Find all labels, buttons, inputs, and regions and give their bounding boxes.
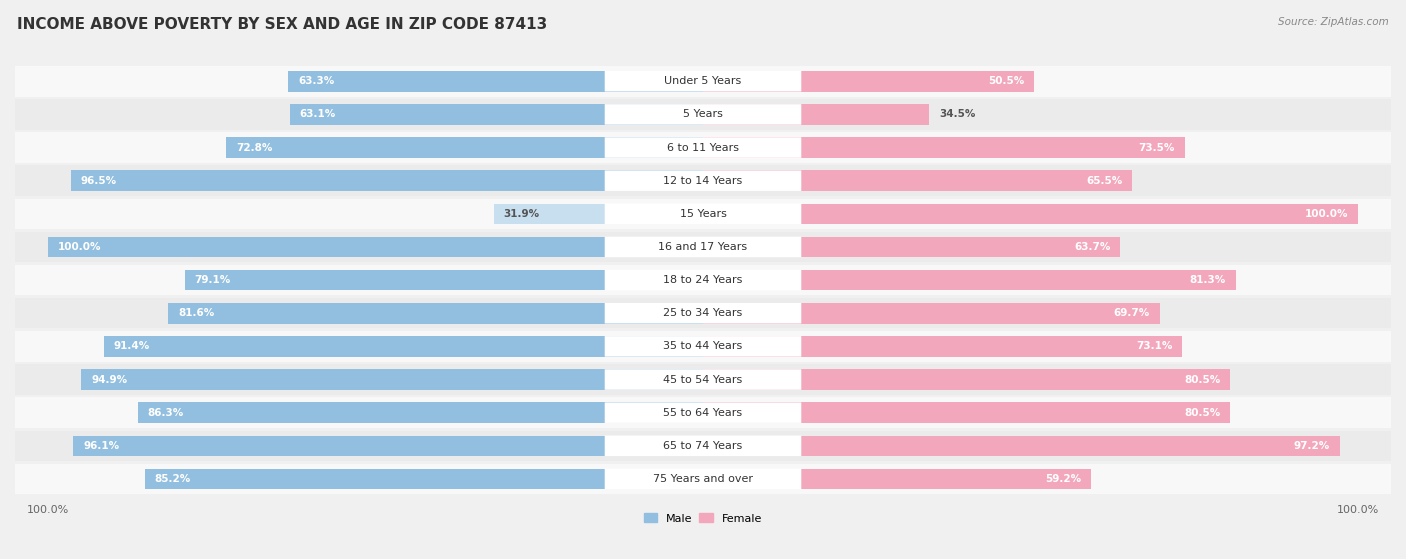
Text: 63.7%: 63.7%: [1074, 242, 1111, 252]
Bar: [703, 104, 929, 125]
Text: 96.1%: 96.1%: [83, 441, 120, 451]
Text: 65 to 74 Years: 65 to 74 Years: [664, 441, 742, 451]
Bar: [184, 270, 703, 290]
Bar: [73, 435, 703, 456]
Bar: [15, 397, 1391, 428]
FancyBboxPatch shape: [605, 138, 801, 158]
Text: 73.1%: 73.1%: [1136, 342, 1173, 352]
Text: 85.2%: 85.2%: [155, 474, 191, 484]
FancyBboxPatch shape: [605, 369, 801, 390]
Bar: [703, 270, 1236, 290]
Legend: Male, Female: Male, Female: [640, 509, 766, 528]
Bar: [703, 402, 1230, 423]
Bar: [15, 331, 1391, 362]
Text: Under 5 Years: Under 5 Years: [665, 76, 741, 86]
Bar: [703, 203, 1358, 224]
Bar: [703, 435, 1340, 456]
Text: 59.2%: 59.2%: [1045, 474, 1081, 484]
Bar: [15, 265, 1391, 295]
Text: 35 to 44 Years: 35 to 44 Years: [664, 342, 742, 352]
Bar: [703, 303, 1160, 324]
Text: 72.8%: 72.8%: [236, 143, 273, 153]
Bar: [15, 99, 1391, 130]
Bar: [703, 236, 1121, 257]
Text: 94.9%: 94.9%: [91, 375, 127, 385]
Bar: [15, 298, 1391, 329]
Bar: [15, 464, 1391, 494]
Text: 15 Years: 15 Years: [679, 209, 727, 219]
Text: 81.6%: 81.6%: [179, 308, 214, 318]
Bar: [15, 364, 1391, 395]
FancyBboxPatch shape: [605, 71, 801, 92]
Bar: [169, 303, 703, 324]
Text: 79.1%: 79.1%: [194, 275, 231, 285]
Text: 97.2%: 97.2%: [1294, 441, 1330, 451]
Text: 6 to 11 Years: 6 to 11 Years: [666, 143, 740, 153]
Text: 63.1%: 63.1%: [299, 110, 336, 120]
Bar: [703, 170, 1132, 191]
FancyBboxPatch shape: [605, 104, 801, 125]
Bar: [703, 71, 1033, 92]
Bar: [290, 104, 703, 125]
Bar: [82, 369, 703, 390]
Text: 73.5%: 73.5%: [1139, 143, 1175, 153]
Bar: [70, 170, 703, 191]
Text: 100.0%: 100.0%: [58, 242, 101, 252]
Text: 34.5%: 34.5%: [939, 110, 976, 120]
Text: 65.5%: 65.5%: [1085, 176, 1122, 186]
Bar: [15, 66, 1391, 97]
FancyBboxPatch shape: [605, 435, 801, 456]
Bar: [145, 468, 703, 489]
Text: Source: ZipAtlas.com: Source: ZipAtlas.com: [1278, 17, 1389, 27]
Text: 100.0%: 100.0%: [1305, 209, 1348, 219]
Bar: [494, 203, 703, 224]
Bar: [138, 402, 703, 423]
Text: 12 to 14 Years: 12 to 14 Years: [664, 176, 742, 186]
FancyBboxPatch shape: [605, 336, 801, 357]
Bar: [703, 336, 1182, 357]
Bar: [15, 132, 1391, 163]
Text: 63.3%: 63.3%: [298, 76, 335, 86]
Text: 75 Years and over: 75 Years and over: [652, 474, 754, 484]
Text: 45 to 54 Years: 45 to 54 Years: [664, 375, 742, 385]
Text: 55 to 64 Years: 55 to 64 Years: [664, 408, 742, 418]
Bar: [703, 369, 1230, 390]
FancyBboxPatch shape: [605, 303, 801, 324]
Text: 16 and 17 Years: 16 and 17 Years: [658, 242, 748, 252]
FancyBboxPatch shape: [605, 468, 801, 489]
Text: 18 to 24 Years: 18 to 24 Years: [664, 275, 742, 285]
FancyBboxPatch shape: [605, 170, 801, 191]
Bar: [226, 138, 703, 158]
Text: 5 Years: 5 Years: [683, 110, 723, 120]
Text: 86.3%: 86.3%: [148, 408, 184, 418]
Bar: [104, 336, 703, 357]
FancyBboxPatch shape: [605, 270, 801, 290]
Bar: [288, 71, 703, 92]
FancyBboxPatch shape: [605, 236, 801, 257]
Text: 81.3%: 81.3%: [1189, 275, 1226, 285]
Text: 96.5%: 96.5%: [80, 176, 117, 186]
Text: 80.5%: 80.5%: [1184, 408, 1220, 418]
Bar: [703, 138, 1185, 158]
Text: 25 to 34 Years: 25 to 34 Years: [664, 308, 742, 318]
Text: 31.9%: 31.9%: [503, 209, 540, 219]
Text: 91.4%: 91.4%: [114, 342, 150, 352]
Text: INCOME ABOVE POVERTY BY SEX AND AGE IN ZIP CODE 87413: INCOME ABOVE POVERTY BY SEX AND AGE IN Z…: [17, 17, 547, 32]
Text: 69.7%: 69.7%: [1114, 308, 1150, 318]
Bar: [703, 468, 1091, 489]
Bar: [15, 165, 1391, 196]
Bar: [15, 198, 1391, 229]
Bar: [48, 236, 703, 257]
FancyBboxPatch shape: [605, 203, 801, 224]
FancyBboxPatch shape: [605, 402, 801, 423]
Text: 50.5%: 50.5%: [988, 76, 1024, 86]
Bar: [15, 430, 1391, 461]
Bar: [15, 232, 1391, 262]
Text: 80.5%: 80.5%: [1184, 375, 1220, 385]
